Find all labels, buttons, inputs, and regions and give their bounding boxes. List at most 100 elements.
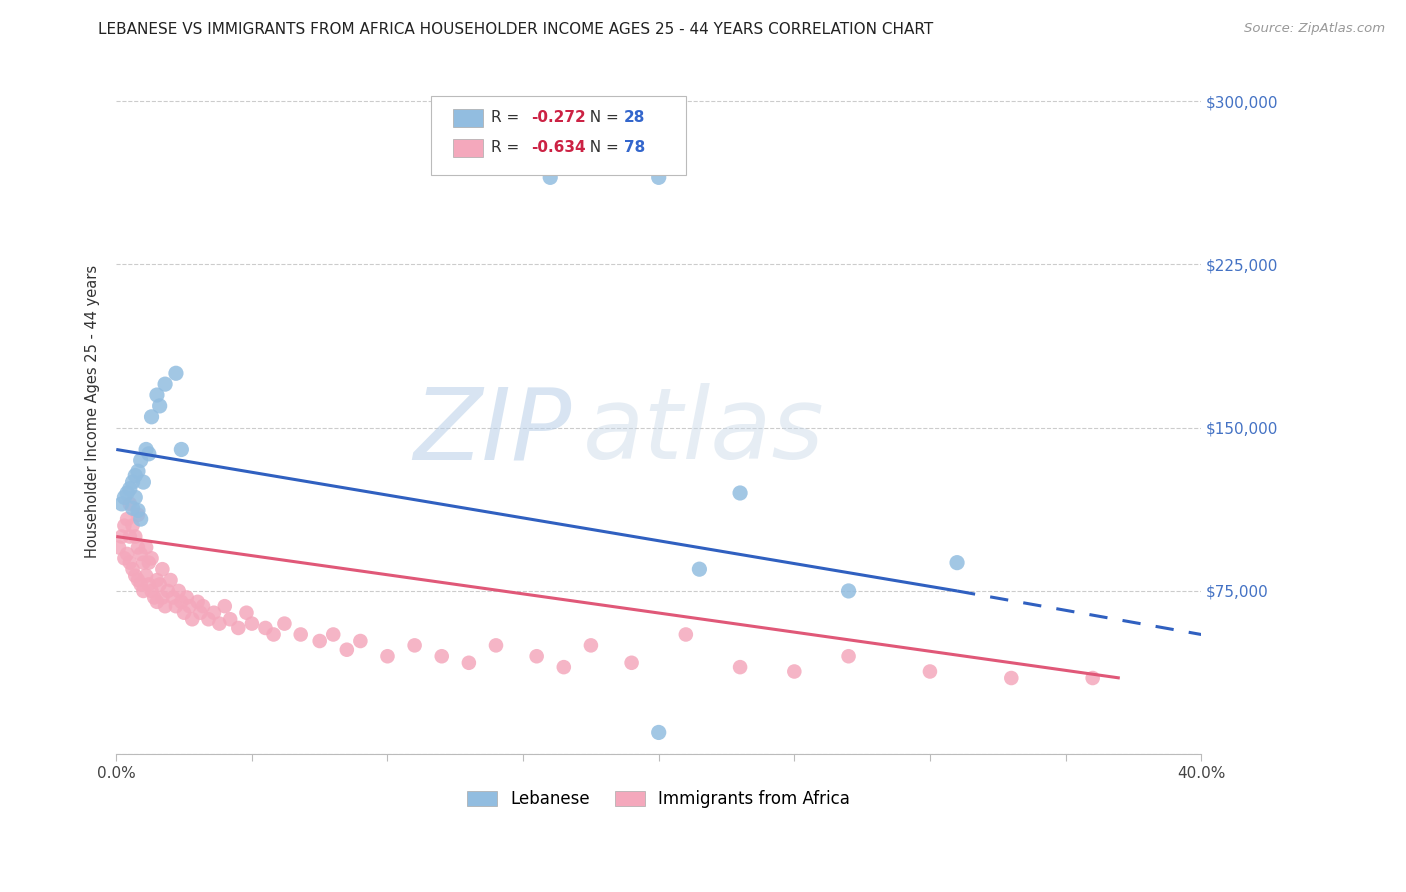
Point [121, 518, 143, 533]
Point [728, 486, 751, 500]
Point [308, 634, 330, 648]
Point [112, 518, 135, 533]
Point [129, 453, 152, 467]
Point [228, 621, 250, 635]
Point [208, 616, 231, 631]
Point [179, 599, 201, 614]
Point [121, 501, 143, 516]
Point [838, 583, 860, 598]
Point [124, 529, 146, 543]
Point [150, 591, 173, 605]
Point [135, 568, 157, 582]
Point [579, 639, 602, 653]
Point [138, 577, 160, 591]
Point [197, 612, 219, 626]
Point [112, 491, 135, 505]
Point [240, 616, 263, 631]
Point [118, 529, 141, 543]
Point [115, 486, 138, 500]
Text: -0.272: -0.272 [530, 110, 585, 125]
Bar [453, 109, 484, 127]
Point [127, 541, 149, 555]
Point [620, 656, 643, 670]
Point [118, 556, 141, 570]
Point [170, 442, 193, 457]
Point [728, 660, 751, 674]
Point [918, 665, 941, 679]
Point [159, 573, 181, 587]
Point [153, 599, 176, 614]
Point [135, 541, 157, 555]
Point [946, 556, 969, 570]
Point [377, 649, 399, 664]
Text: atlas: atlas [582, 384, 824, 481]
Point [167, 583, 190, 598]
Point [146, 388, 169, 402]
Point [132, 475, 155, 489]
Point [149, 399, 172, 413]
Point [149, 577, 172, 591]
Point [538, 170, 561, 185]
Point [1000, 671, 1022, 685]
Legend: Lebanese, Immigrants from Africa: Lebanese, Immigrants from Africa [461, 783, 858, 814]
Point [118, 497, 141, 511]
Point [162, 591, 184, 605]
Point [187, 595, 209, 609]
Point [263, 627, 285, 641]
Point [191, 599, 214, 614]
Point [127, 573, 149, 587]
Point [165, 366, 187, 380]
Point [838, 649, 860, 664]
Point [188, 606, 211, 620]
Point [129, 547, 152, 561]
Point [143, 591, 166, 605]
Point [112, 551, 135, 566]
Point [219, 612, 242, 626]
Point [457, 656, 479, 670]
Point [675, 627, 697, 641]
Point [111, 497, 134, 511]
Bar [453, 139, 484, 157]
Point [553, 660, 575, 674]
Point [127, 508, 149, 522]
Point [290, 627, 312, 641]
Text: LEBANESE VS IMMIGRANTS FROM AFRICA HOUSEHOLDER INCOME AGES 25 - 44 YEARS CORRELA: LEBANESE VS IMMIGRANTS FROM AFRICA HOUSE… [98, 22, 934, 37]
Point [115, 512, 138, 526]
Text: R =: R = [491, 110, 523, 125]
Text: 78: 78 [624, 140, 645, 155]
Point [322, 627, 344, 641]
Point [146, 595, 169, 609]
Text: ZIP: ZIP [413, 384, 572, 481]
Point [156, 583, 179, 598]
Point [648, 170, 671, 185]
Point [214, 599, 236, 614]
Text: N =: N = [579, 140, 623, 155]
Point [146, 573, 169, 587]
Point [648, 725, 671, 739]
Point [783, 665, 806, 679]
Text: R =: R = [491, 140, 523, 155]
Point [138, 447, 160, 461]
Text: 28: 28 [624, 110, 645, 125]
Point [170, 595, 193, 609]
Point [254, 621, 277, 635]
Point [485, 639, 508, 653]
Point [430, 649, 453, 664]
Point [141, 409, 163, 424]
Text: -0.634: -0.634 [530, 140, 585, 155]
Point [181, 612, 204, 626]
Point [141, 551, 163, 566]
Point [111, 529, 134, 543]
Point [132, 583, 155, 598]
Point [173, 606, 195, 620]
Point [273, 616, 295, 631]
Point [153, 377, 176, 392]
Point [121, 562, 143, 576]
Point [135, 442, 157, 457]
Point [138, 556, 160, 570]
Point [132, 556, 155, 570]
Point [235, 606, 257, 620]
Point [349, 634, 371, 648]
Point [121, 475, 143, 489]
Point [404, 639, 426, 653]
